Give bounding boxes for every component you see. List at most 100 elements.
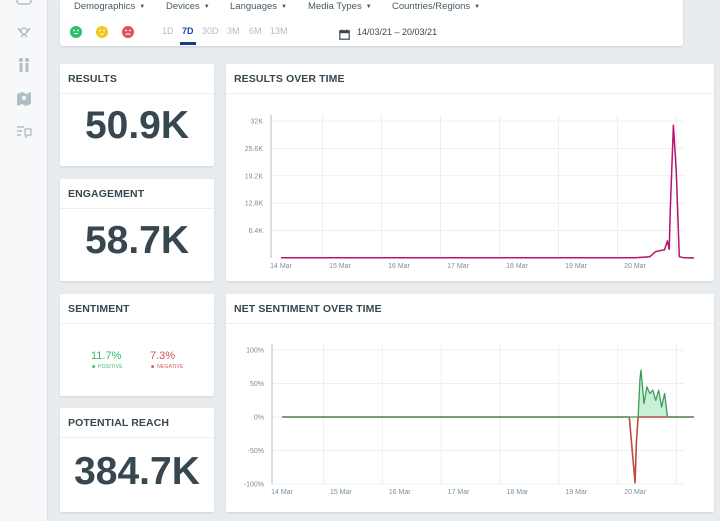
results-card: RESULTS 50.9K	[60, 64, 214, 166]
engagement-title: ENGAGEMENT	[68, 188, 145, 200]
series-line	[281, 124, 694, 259]
sad-face-icon[interactable]	[122, 25, 134, 38]
data-point	[658, 390, 659, 391]
data-point	[688, 257, 689, 258]
sad-face-icon: ☻	[150, 364, 156, 370]
data-point	[693, 257, 694, 258]
results-chart-title: RESULTS OVER TIME	[234, 73, 345, 85]
chevron-down-icon: ▼	[203, 4, 210, 10]
results-over-time-chart[interactable]: 14 Mar 15 Mar 16 Mar 17 Mar 18 Mar 19 Mar 20 M…	[226, 94, 714, 281]
positive-label-text: POSITIVE	[98, 364, 123, 370]
negative-label: ☻ NEGATIVE	[150, 364, 184, 370]
y-tick-label: 32K	[251, 119, 264, 126]
data-point	[635, 482, 636, 483]
y-tick-label: 0%	[254, 415, 264, 422]
filter-languages[interactable]: Languages ▼	[230, 1, 287, 12]
positive-label: ☻ POSITIVE	[91, 364, 123, 370]
data-point	[632, 450, 633, 451]
date-range[interactable]: 14/03/21 – 20/03/21	[357, 27, 438, 37]
data-point	[664, 393, 665, 394]
data-point	[634, 257, 635, 258]
calendar-icon[interactable]	[339, 27, 350, 45]
people-icon[interactable]	[15, 56, 33, 74]
happy-face-icon[interactable]	[70, 25, 82, 38]
data-point	[638, 416, 639, 417]
filter-demographics[interactable]: Demographics ▼	[74, 1, 145, 12]
data-point	[683, 257, 684, 258]
sidebar-top-icon[interactable]	[15, 0, 33, 8]
x-tick-label: 15 Mar	[329, 263, 351, 270]
x-tick-label: 16 Mar	[388, 263, 410, 270]
range-13m[interactable]: 13M	[270, 26, 288, 36]
divider	[60, 323, 214, 324]
data-point	[640, 370, 641, 371]
filter-media-types[interactable]: Media Types ▼	[308, 1, 372, 12]
y-tick-label: 100%	[246, 348, 264, 355]
reach-card: POTENTIAL REACH 384.7K	[60, 408, 214, 512]
sentiment-title: SENTIMENT	[68, 303, 130, 315]
data-point	[629, 416, 630, 417]
filter-devices[interactable]: Devices ▼	[166, 1, 210, 12]
chevron-down-icon: ▼	[139, 4, 146, 10]
data-point	[655, 400, 656, 401]
award-icon[interactable]	[15, 23, 33, 41]
data-point	[676, 172, 677, 173]
happy-face-icon: ☻	[91, 364, 97, 370]
results-value: 50.9K	[84, 104, 190, 147]
x-tick-label: 20 Mar	[624, 489, 646, 496]
y-tick-label: 6.4K	[249, 228, 264, 235]
chevron-down-icon: ▼	[365, 4, 372, 10]
x-tick-label: 17 Mar	[448, 489, 470, 496]
range-7d[interactable]: 7D	[182, 26, 194, 36]
y-tick-label: -50%	[248, 448, 264, 455]
data-point	[667, 416, 668, 417]
data-point	[669, 249, 670, 250]
data-point	[649, 393, 650, 394]
data-point	[670, 206, 671, 207]
divider	[60, 93, 214, 94]
neutral-face-icon[interactable]	[96, 25, 108, 38]
data-point	[649, 256, 650, 257]
range-6m[interactable]: 6M	[249, 26, 262, 36]
filter-countries-label: Countries/Regions	[392, 1, 471, 12]
data-point	[661, 406, 662, 407]
filter-languages-label: Languages	[230, 1, 278, 12]
divider	[60, 208, 214, 209]
filter-media-types-label: Media Types	[308, 1, 362, 12]
engagement-value: 58.7K	[84, 219, 190, 262]
data-point	[667, 240, 668, 241]
net-sentiment-chart[interactable]: 14 Mar 15 Mar 16 Mar 17 Mar 18 Mar 19 Mar 20 M…	[226, 324, 714, 512]
range-3m[interactable]: 3M	[227, 26, 240, 36]
positive-pct: 11.7%	[91, 350, 122, 362]
sentiment-chart-card: NET SENTIMENT OVER TIME 14 Mar 15 Mar 16 M…	[226, 294, 714, 512]
data-point	[646, 386, 647, 387]
y-tick-label: -100%	[244, 482, 264, 489]
divider	[60, 437, 214, 438]
negative-label-text: NEGATIVE	[157, 364, 184, 370]
x-tick-label: 20 Mar	[624, 263, 646, 270]
comment-list-icon[interactable]	[15, 123, 33, 141]
data-point	[655, 251, 656, 252]
data-point	[280, 257, 281, 258]
divider	[226, 323, 714, 324]
chevron-down-icon: ▼	[281, 4, 287, 10]
y-tick-label: 25.6K	[245, 146, 264, 153]
series-line	[282, 369, 694, 418]
filter-countries[interactable]: Countries/Regions ▼	[392, 1, 480, 12]
series-area	[282, 370, 694, 417]
x-tick-label: 18 Mar	[506, 263, 528, 270]
x-tick-label: 19 Mar	[565, 489, 587, 496]
negative-pct: 7.3%	[150, 350, 176, 362]
data-point	[652, 390, 653, 391]
x-tick-label: 15 Mar	[330, 489, 352, 496]
series-line-negative	[282, 416, 694, 484]
range-30d[interactable]: 30D	[202, 26, 219, 36]
data-point	[664, 249, 665, 250]
map-icon[interactable]	[15, 90, 33, 108]
chevron-down-icon: ▼	[474, 4, 481, 10]
y-tick-label: 19.2K	[245, 173, 264, 180]
data-point	[661, 250, 662, 251]
x-tick-label: 19 Mar	[565, 263, 587, 270]
range-1d[interactable]: 1D	[162, 26, 174, 36]
data-point	[693, 416, 694, 417]
